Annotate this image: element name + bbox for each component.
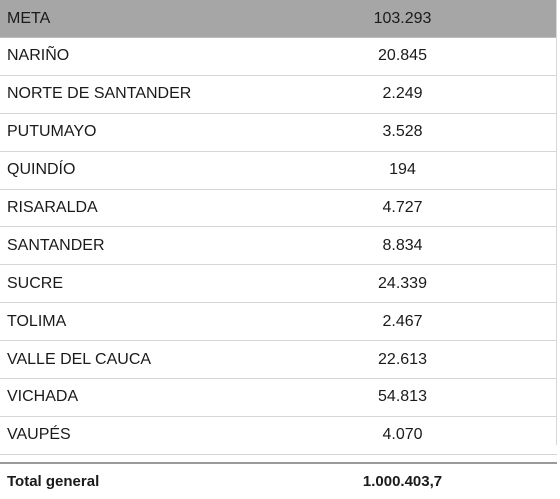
table-right-border	[556, 0, 557, 445]
table-row: QUINDÍO 194	[0, 152, 557, 190]
table-row: PUTUMAYO 3.528	[0, 114, 557, 152]
department-value: 8.834	[382, 236, 423, 254]
department-value: 2.467	[382, 312, 423, 330]
table-row: VICHADA 54.813	[0, 379, 557, 417]
table-row-highlighted: META 103.293	[0, 0, 557, 38]
department-value: 194	[389, 161, 416, 179]
total-row: Total general 1.000.403,7	[0, 461, 557, 499]
department-value: 22.613	[378, 350, 427, 368]
total-value: 1.000.403,7	[362, 472, 443, 490]
table-row: NARIÑO 20.845	[0, 38, 557, 76]
department-name: NARIÑO	[7, 47, 70, 65]
department-name: SANTANDER	[7, 236, 105, 254]
table-row: SANTANDER 8.834	[0, 227, 557, 266]
table-row: TOLIMA 2.467	[0, 303, 557, 342]
department-value: 4.727	[382, 199, 423, 216]
department-value: 2.249	[382, 85, 423, 103]
department-name: PUTUMAYO	[7, 123, 97, 141]
department-name: TOLIMA	[7, 312, 67, 330]
department-value: 54.813	[378, 388, 427, 406]
total-label: Total general	[7, 472, 100, 490]
department-value: 4.070	[382, 426, 423, 444]
department-value: 24.339	[378, 274, 427, 292]
department-name: QUINDÍO	[7, 161, 76, 179]
department-name: VAUPÉS	[7, 426, 71, 444]
department-value: 103.293	[373, 9, 432, 27]
department-name: NORTE DE SANTANDER	[7, 85, 192, 103]
table-row: RISARALDA 4.727	[0, 190, 557, 228]
department-name: VICHADA	[7, 388, 79, 406]
table-row: VAUPÉS 4.070	[0, 417, 557, 455]
department-value: 3.528	[382, 123, 423, 141]
table-row: NORTE DE SANTANDER 2.249	[0, 76, 557, 114]
table-row: VALLE DEL CAUCA 22.613	[0, 341, 557, 380]
department-name: SUCRE	[7, 274, 64, 292]
department-name: RISARALDA	[7, 199, 98, 216]
department-name: VALLE DEL CAUCA	[7, 350, 152, 368]
department-value: 20.845	[378, 47, 427, 65]
table-row: SUCRE 24.339	[0, 265, 557, 304]
department-name: META	[7, 9, 51, 27]
